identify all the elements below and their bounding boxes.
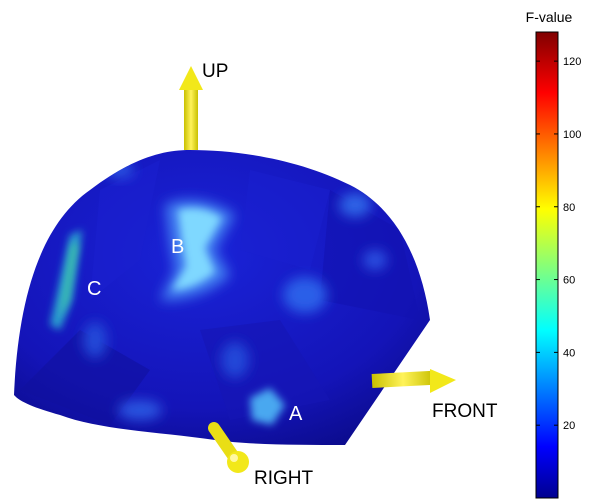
hotspot-a bbox=[250, 388, 285, 425]
front-arrow-icon bbox=[371, 369, 456, 393]
region-label-a: A bbox=[289, 403, 303, 425]
colorbar-tick-label: 120 bbox=[563, 56, 581, 68]
colorbar-tick-label: 80 bbox=[563, 202, 575, 214]
region-label-b: B bbox=[171, 236, 184, 258]
colorbar-ticks: 120 100 80 60 40 20 bbox=[536, 56, 581, 432]
colorbar-title: F-value bbox=[526, 9, 573, 25]
colorbar-tick-label: 100 bbox=[563, 129, 581, 141]
colorbar-tick-label: 20 bbox=[563, 420, 575, 432]
right-arrow-icon bbox=[208, 422, 249, 473]
colorbar-gradient bbox=[535, 31, 559, 499]
colorbar-tick-label: 60 bbox=[563, 275, 575, 287]
up-label: UP bbox=[202, 61, 228, 82]
right-label: RIGHT bbox=[254, 468, 314, 489]
region-label-c: C bbox=[87, 278, 101, 300]
front-label: FRONT bbox=[432, 401, 498, 422]
colorbar: F-value 120 100 80 60 40 20 bbox=[526, 9, 581, 499]
head-surface bbox=[14, 150, 430, 445]
up-arrow-icon bbox=[179, 66, 203, 150]
hotspot-b bbox=[160, 199, 235, 301]
colorbar-tick-label: 40 bbox=[563, 347, 575, 359]
hotspot-c bbox=[50, 230, 82, 330]
